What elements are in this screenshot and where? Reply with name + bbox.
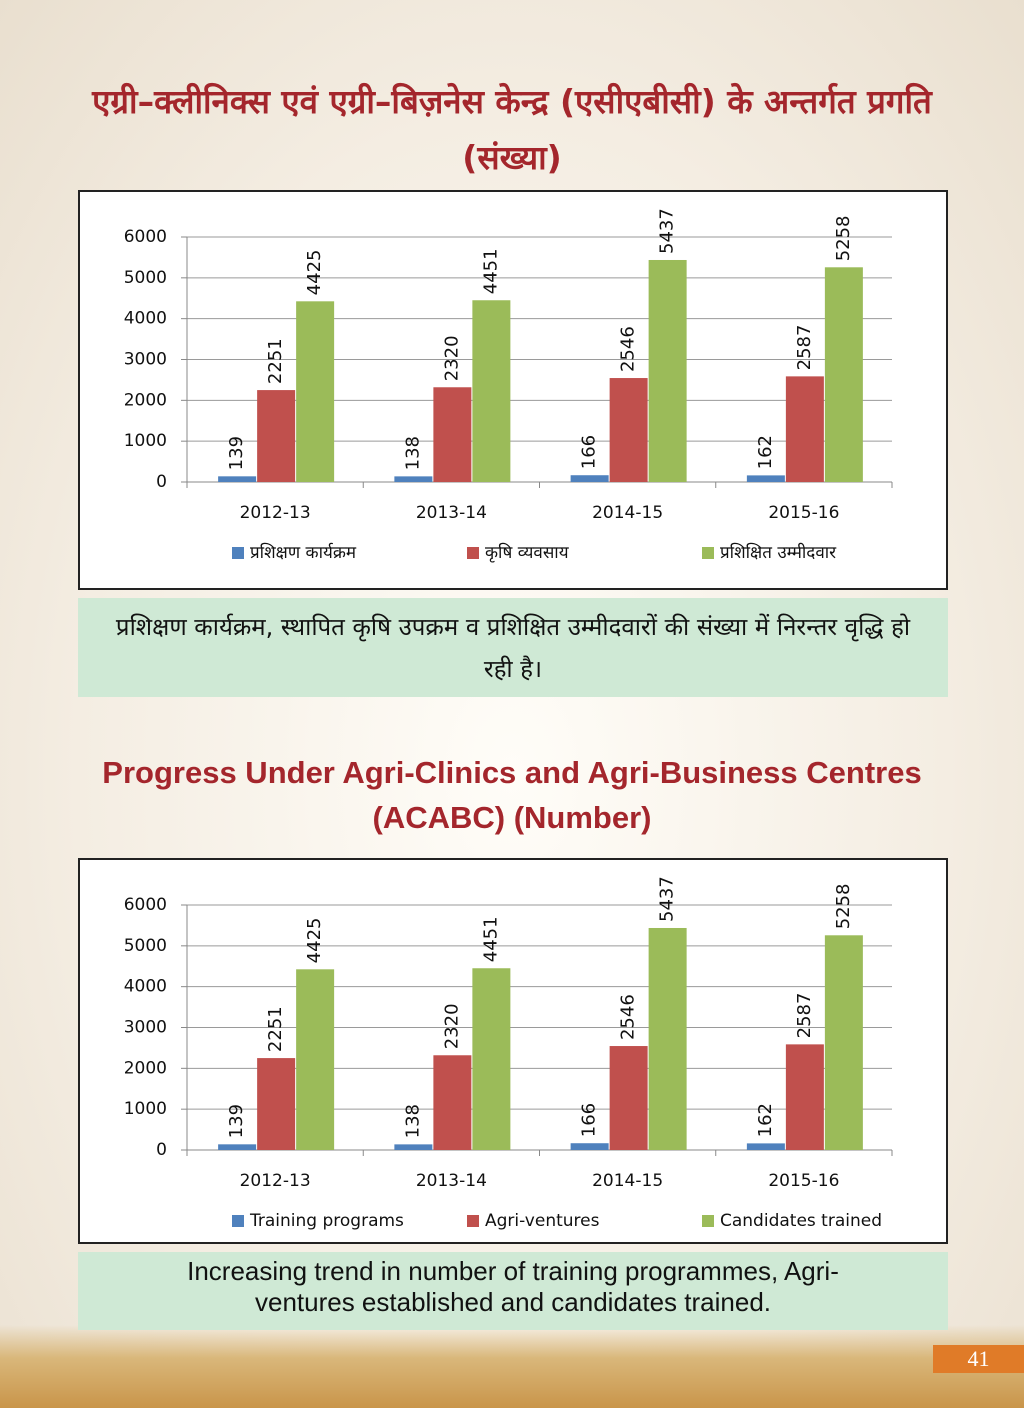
- bar: [785, 1044, 824, 1150]
- data-label: 2320: [441, 335, 462, 381]
- y-tick-label: 0: [156, 472, 167, 492]
- data-label: 2320: [441, 1003, 462, 1049]
- data-label: 2251: [265, 338, 286, 384]
- y-tick-label: 6000: [124, 895, 167, 915]
- bar: [433, 387, 472, 482]
- legend-swatch: [232, 1215, 244, 1227]
- y-tick-label: 5000: [124, 268, 167, 288]
- x-tick-label: 2014-15: [592, 1171, 663, 1191]
- data-label: 4425: [304, 250, 325, 296]
- data-label: 5258: [833, 215, 854, 261]
- x-tick-label: 2014-15: [592, 503, 663, 523]
- bar: [394, 1144, 433, 1150]
- bar: [257, 390, 296, 482]
- chart-title: Progress Under Agri-Clinics and Agri-Bus…: [102, 755, 922, 835]
- bar: [472, 300, 511, 482]
- legend-swatch: [702, 1215, 714, 1227]
- data-label: 138: [402, 436, 423, 470]
- bar: [394, 476, 433, 482]
- x-tick-label: 2015-16: [768, 1171, 839, 1191]
- legend-label: प्रशिक्षित उम्मीदवार: [720, 542, 837, 563]
- legend-label: कृषि व्यवसाय: [485, 542, 570, 563]
- data-label: 2546: [618, 326, 639, 372]
- y-tick-label: 4000: [124, 309, 167, 329]
- chart: 0 1000 2000 3000 4000 5000 6000 2012-13 139 2251 4…: [78, 858, 948, 1244]
- bar: [257, 1058, 296, 1150]
- bar: [609, 378, 648, 482]
- legend-label: Candidates trained: [720, 1211, 882, 1231]
- data-label: 4425: [304, 918, 325, 964]
- data-label: 2587: [794, 993, 815, 1039]
- bar: [746, 475, 785, 482]
- y-tick-label: 3000: [124, 1018, 167, 1038]
- x-tick-label: 2012-13: [240, 503, 311, 523]
- legend-swatch: [467, 547, 479, 559]
- x-tick-label: 2013-14: [416, 503, 487, 523]
- chart: 0 1000 2000 3000 4000 5000 6000 2012-13 139 2251 4…: [78, 190, 948, 590]
- legend-swatch: [467, 1215, 479, 1227]
- x-tick-label: 2012-13: [240, 1171, 311, 1191]
- caption: प्रशिक्षण कार्यक्रम, स्थापित कृषि उपक्रम…: [78, 598, 948, 697]
- bar: [609, 1046, 648, 1150]
- y-tick-label: 1000: [124, 431, 167, 451]
- y-tick-label: 4000: [124, 977, 167, 997]
- data-label: 166: [579, 435, 600, 469]
- x-tick-label: 2015-16: [768, 503, 839, 523]
- data-label: 4451: [480, 248, 501, 294]
- bar: [218, 476, 257, 482]
- y-tick-label: 0: [156, 1140, 167, 1160]
- data-label: 138: [402, 1104, 423, 1138]
- x-tick-label: 2013-14: [416, 1171, 487, 1191]
- data-label: 162: [755, 435, 776, 469]
- y-tick-label: 3000: [124, 350, 167, 370]
- y-tick-label: 5000: [124, 936, 167, 956]
- bar: [570, 475, 609, 482]
- bar: [648, 927, 687, 1150]
- y-tick-label: 2000: [124, 1058, 167, 1078]
- bar: [296, 969, 335, 1150]
- data-label: 2251: [265, 1006, 286, 1052]
- page-number: 41: [933, 1345, 1024, 1373]
- data-label: 139: [226, 436, 247, 470]
- legend-swatch: [702, 547, 714, 559]
- bar: [648, 259, 687, 482]
- y-tick-label: 6000: [124, 227, 167, 247]
- data-label: 5437: [657, 876, 678, 922]
- bar: [296, 301, 335, 482]
- bar: [472, 968, 511, 1150]
- data-label: 5258: [833, 883, 854, 929]
- caption: Increasing trend in number of training p…: [78, 1252, 948, 1330]
- data-label: 162: [755, 1103, 776, 1137]
- bar: [433, 1055, 472, 1150]
- legend-swatch: [232, 547, 244, 559]
- y-tick-label: 2000: [124, 390, 167, 410]
- background-wheat: [0, 1325, 1024, 1408]
- data-label: 4451: [480, 916, 501, 962]
- data-label: 5437: [657, 208, 678, 254]
- y-tick-label: 1000: [124, 1099, 167, 1119]
- bar: [785, 376, 824, 482]
- bar: [746, 1143, 785, 1150]
- legend-label: प्रशिक्षण कार्यक्रम: [250, 542, 357, 563]
- bar: [824, 935, 863, 1150]
- legend-label: Agri-ventures: [485, 1211, 600, 1231]
- bar: [570, 1143, 609, 1150]
- chart-title: एग्री–क्लीनिक्स एवं एग्री–बिज़नेस केन्द्…: [92, 82, 932, 177]
- bar: [824, 267, 863, 482]
- data-label: 2587: [794, 325, 815, 371]
- data-label: 2546: [618, 994, 639, 1040]
- bar: [218, 1144, 257, 1150]
- data-label: 166: [579, 1103, 600, 1137]
- data-label: 139: [226, 1104, 247, 1138]
- legend-label: Training programs: [249, 1211, 404, 1231]
